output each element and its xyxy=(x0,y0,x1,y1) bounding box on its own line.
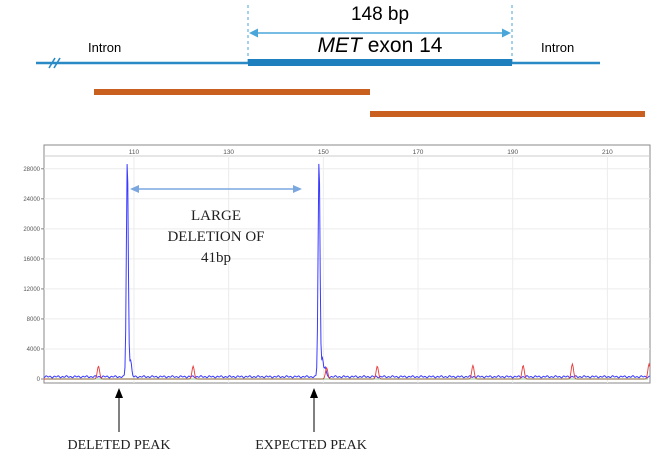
y-tick-label: 28000 xyxy=(23,167,40,173)
deleted-peak-label: DELETED PEAK xyxy=(67,438,170,453)
expected-peak-arrow-head xyxy=(310,388,318,398)
x-tick-label: 210 xyxy=(602,149,613,156)
y-tick-label: 12000 xyxy=(23,287,40,293)
exon-bar xyxy=(248,59,512,66)
expected-peak-label: EXPECTED PEAK xyxy=(255,438,367,453)
deletion-label-line-1: LARGE xyxy=(191,208,241,224)
deletion-arrow-left-head xyxy=(130,185,139,193)
exon-label-gene: MET xyxy=(318,34,365,57)
x-tick-label: 150 xyxy=(318,149,329,156)
plot-traces xyxy=(43,159,651,380)
break-mark-2 xyxy=(53,57,61,69)
plot-frame xyxy=(43,144,651,384)
y-axis-ticks: 0 4000 8000 12000 16000 20000 24000 28000 xyxy=(23,167,44,383)
y-tick-label: 0 xyxy=(37,377,41,383)
y-tick-label: 20000 xyxy=(23,227,40,233)
trace-line-1 xyxy=(43,163,650,379)
x-tick-label: 130 xyxy=(223,149,234,156)
gene-map: 148 bp MET exon 14 Intron Intron xyxy=(36,4,645,117)
intron-right-label: Intron xyxy=(541,40,574,55)
amplicon-bar-2 xyxy=(370,111,645,117)
y-tick-label: 16000 xyxy=(23,257,40,263)
exon-label: MET exon 14 xyxy=(318,34,443,57)
break-mark-1 xyxy=(48,57,56,69)
size-label: 148 bp xyxy=(351,4,409,25)
y-tick-label: 8000 xyxy=(27,317,41,323)
deletion-label-line-3: 41bp xyxy=(201,250,231,266)
y-tick-label: 4000 xyxy=(27,347,41,353)
y-tick-label: 24000 xyxy=(23,197,40,203)
x-tick-label: 110 xyxy=(129,149,140,156)
plot-grid xyxy=(44,155,650,383)
deleted-peak-arrow-head xyxy=(115,388,123,398)
deletion-annotation: LARGE DELETION OF 41bp xyxy=(130,185,302,266)
size-arrow-left-head xyxy=(249,28,258,38)
deletion-arrow-right-head xyxy=(293,185,302,193)
electropherogram: 110 130 150 170 190 210 0 4000 8000 12000 16000 20… xyxy=(23,144,651,384)
x-tick-label: 170 xyxy=(413,149,424,156)
x-tick-label: 190 xyxy=(507,149,518,156)
x-axis-ticks: 110 130 150 170 190 210 xyxy=(129,149,613,156)
intron-left-label: Intron xyxy=(88,40,121,55)
deletion-label-line-2: DELETION OF xyxy=(167,229,264,245)
exon-label-rest: exon 14 xyxy=(362,34,443,57)
peak-labels: DELETED PEAK EXPECTED PEAK xyxy=(67,388,367,453)
size-arrow-right-head xyxy=(502,28,511,38)
amplicon-bar-1 xyxy=(94,89,370,95)
